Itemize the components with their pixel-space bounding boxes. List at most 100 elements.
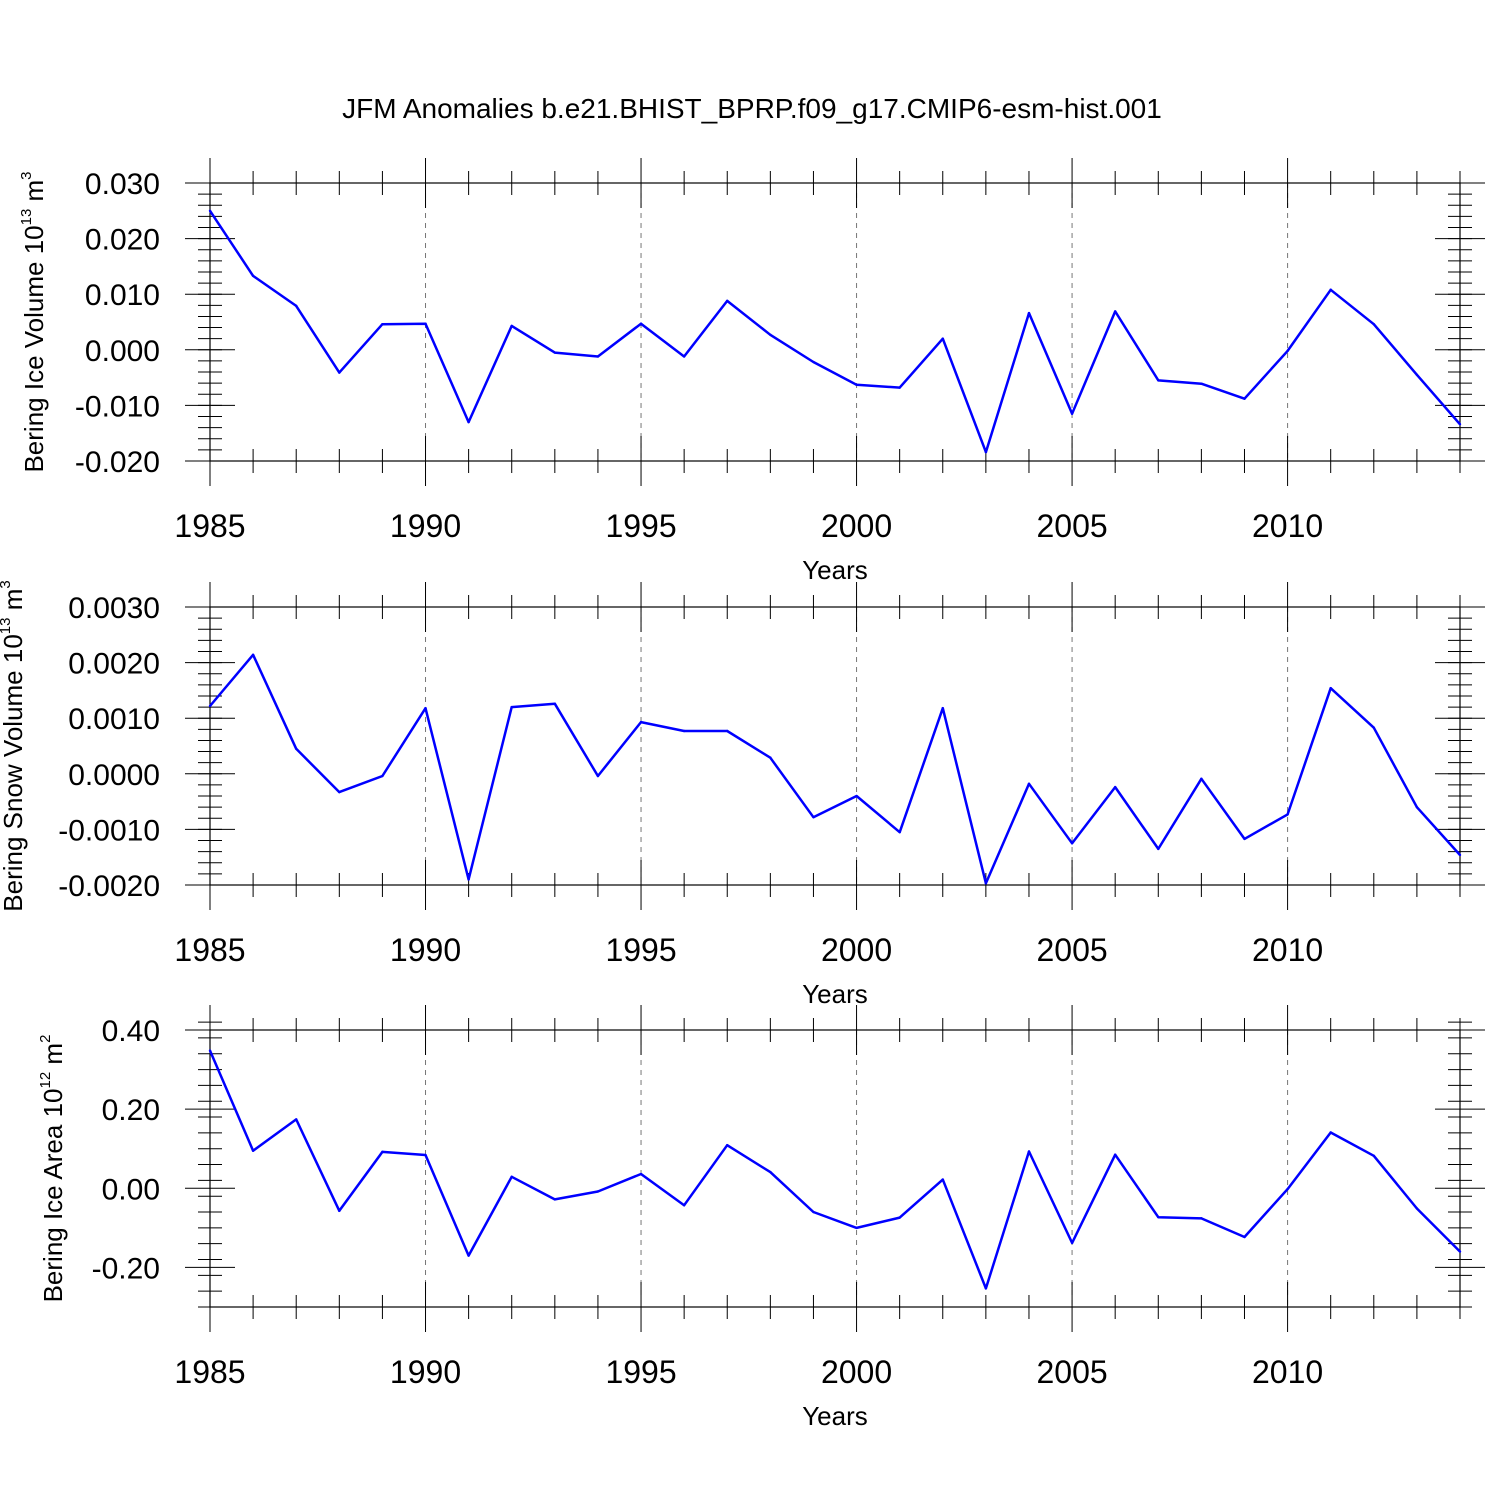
data-point — [984, 450, 988, 454]
data-point — [1027, 782, 1031, 786]
data-point — [1329, 686, 1332, 690]
y-tick-label: -0.0020 — [58, 870, 160, 903]
y-tick-label: 0.20 — [102, 1094, 160, 1127]
x-tick-label: 1995 — [605, 932, 676, 968]
data-point — [898, 386, 901, 389]
data-point — [1286, 349, 1289, 353]
data-point — [424, 706, 427, 710]
data-point — [251, 274, 255, 278]
data-point — [769, 1170, 772, 1174]
data-point — [726, 1143, 729, 1147]
data-point — [1458, 853, 1462, 857]
x-tick-label: 2000 — [821, 932, 892, 968]
y-tick-label: 0.010 — [85, 279, 160, 312]
data-point — [1243, 397, 1246, 400]
data-point — [1372, 1154, 1375, 1158]
data-point — [596, 355, 600, 358]
x-tick-label: 2005 — [1036, 1354, 1107, 1390]
series-line-bering-ice-volume — [208, 210, 1461, 454]
data-point — [1113, 1153, 1117, 1156]
data-point — [1329, 288, 1332, 291]
data-point — [338, 790, 341, 794]
data-point — [1458, 1250, 1462, 1253]
x-tick-label: 1985 — [174, 508, 245, 544]
y-axis-label-unit: m — [0, 589, 28, 618]
data-point — [941, 706, 944, 710]
data-point — [941, 1178, 944, 1181]
data-point — [1113, 310, 1117, 313]
data-point — [898, 1216, 901, 1219]
data-point — [1113, 785, 1117, 789]
data-point — [898, 830, 901, 834]
data-point — [1286, 813, 1289, 816]
y-tick-label: 0.030 — [85, 168, 160, 201]
y-axis-label-unit: m — [19, 180, 49, 209]
y-axis-label-exponent: 12 — [37, 1072, 54, 1089]
x-axis-label: Years — [802, 979, 868, 1009]
data-point — [424, 322, 427, 325]
data-point — [510, 1175, 513, 1179]
data-point — [467, 420, 470, 424]
data-point — [1243, 1235, 1246, 1239]
y-tick-label: 0.0010 — [68, 703, 160, 736]
data-point — [251, 1149, 255, 1152]
y-axis-label-unit-exponent: 3 — [18, 171, 35, 179]
data-point — [1415, 1207, 1419, 1210]
data-point — [1415, 805, 1419, 809]
data-point — [1200, 382, 1203, 385]
plot-frame — [209, 1029, 1461, 1308]
data-point — [295, 1118, 298, 1121]
y-tick-label: 0.00 — [102, 1173, 160, 1206]
y-tick-label: 0.020 — [85, 224, 160, 257]
y-tick-label: 0.0030 — [68, 592, 160, 625]
data-point — [682, 355, 686, 358]
data-point — [553, 351, 557, 354]
plot-frame — [209, 182, 1461, 462]
plot-frame — [209, 606, 1461, 886]
x-tick-label: 1985 — [174, 1354, 245, 1390]
panel-3: -0.20 0.00 0.20 0.40 1985 1990 1995 2000 2005 201… — [37, 1005, 1485, 1431]
data-point — [769, 333, 772, 336]
x-tick-label: 2000 — [821, 508, 892, 544]
data-point — [467, 1254, 470, 1257]
x-axis-label: Years — [802, 1401, 868, 1431]
data-point — [855, 1226, 858, 1230]
data-point — [1157, 847, 1160, 851]
data-point — [726, 299, 729, 303]
panel-1: -0.020 -0.010 0.000 0.010 0.020 0.030 1985 1990… — [18, 158, 1485, 585]
data-point — [1070, 1241, 1074, 1245]
data-point — [1070, 842, 1074, 845]
data-point — [596, 1190, 600, 1193]
data-point — [984, 1287, 988, 1290]
data-point — [596, 774, 600, 778]
data-point — [467, 878, 470, 881]
data-point — [1157, 1215, 1160, 1219]
data-point — [208, 1049, 212, 1052]
data-point — [510, 705, 513, 709]
x-tick-label: 1990 — [390, 932, 461, 968]
data-point — [984, 882, 988, 885]
y-axis-label-unit-exponent: 3 — [0, 580, 14, 588]
data-point — [295, 304, 298, 308]
data-point — [295, 747, 298, 750]
x-tick-label: 2010 — [1252, 508, 1323, 544]
y-tick-label: 0.000 — [85, 335, 160, 368]
x-axis-label: Years — [802, 555, 868, 585]
data-point — [812, 815, 815, 819]
data-point — [639, 322, 643, 325]
y-axis-label-exponent: 13 — [0, 618, 14, 635]
y-axis-label-text: Bering Snow Volume 10 — [0, 634, 28, 912]
y-tick-label: -0.020 — [75, 446, 160, 479]
data-point — [338, 1209, 341, 1213]
y-axis-label-text: Bering Ice Volume 10 — [19, 225, 49, 472]
y-axis-label-unit: m — [38, 1043, 68, 1072]
data-point — [510, 324, 513, 328]
x-tick-label: 1985 — [174, 932, 245, 968]
x-tick-label: 2005 — [1036, 932, 1107, 968]
data-point — [1027, 311, 1031, 315]
y-axis-label-unit-exponent: 2 — [37, 1035, 54, 1043]
data-point — [1200, 777, 1203, 781]
data-point — [553, 1198, 557, 1201]
data-point — [769, 756, 772, 759]
